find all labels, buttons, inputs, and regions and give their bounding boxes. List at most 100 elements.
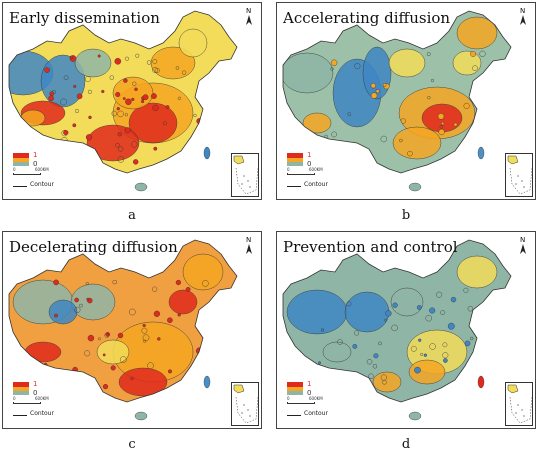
hotspot-marker	[142, 94, 149, 101]
hotspot-marker	[197, 144, 204, 151]
hotspot-marker	[410, 345, 417, 352]
hotspot-marker	[354, 330, 360, 336]
legend-swatch-low	[287, 391, 303, 395]
hotspot-marker	[141, 327, 148, 334]
hotspot-marker	[143, 339, 147, 343]
hotspot-marker	[154, 67, 160, 73]
hotspot-marker	[375, 89, 380, 94]
hotspot-marker	[111, 110, 118, 117]
legend-low-label: 0	[307, 389, 312, 397]
north-arrow-icon: N	[241, 236, 257, 256]
scale-bar: 0 600KM	[13, 167, 53, 178]
hotspot-marker	[416, 305, 422, 310]
contour-label: Contour	[304, 410, 328, 417]
north-label: N	[246, 7, 252, 15]
hotspot-marker	[101, 89, 105, 94]
south-china-sea-inset	[505, 382, 533, 426]
contour-zone	[74, 48, 112, 78]
hotspot-marker	[146, 60, 152, 65]
hotspot-marker	[116, 107, 120, 111]
panel-letter-a: a	[128, 208, 136, 223]
hotspot-marker	[372, 364, 378, 369]
hotspot-marker	[124, 127, 131, 134]
contour-legend: Contour	[287, 410, 347, 420]
map-panel-early-dissemination: Early dissemination 1 0 0 600KM Contour …	[2, 2, 262, 200]
hotspot-marker	[117, 110, 124, 118]
hotspot-marker	[85, 281, 89, 286]
hotspot-marker	[469, 336, 474, 341]
china-border	[282, 10, 512, 174]
hotspot-marker	[436, 291, 443, 298]
hotspot-marker	[129, 308, 136, 316]
hotspot-marker	[330, 67, 334, 71]
legend-swatch-low	[287, 162, 303, 166]
hotspot-marker	[373, 353, 379, 359]
hotspot-marker	[134, 87, 138, 92]
scale-end-label: 600KM	[309, 167, 323, 172]
hotspot-marker	[203, 86, 208, 91]
taiwan-island	[203, 375, 211, 389]
contour-zone	[322, 341, 352, 363]
contour-label: Contour	[30, 181, 54, 188]
china-map	[282, 239, 512, 421]
hotspot-marker	[167, 317, 173, 323]
hotspot-marker	[482, 114, 487, 119]
hotspot-marker	[153, 310, 161, 317]
hotspot-marker	[463, 102, 470, 109]
contour-zone	[456, 16, 498, 50]
hotspot-marker	[124, 113, 128, 117]
hotspot-marker	[468, 368, 472, 372]
contour-zone	[86, 124, 140, 162]
contour-zone	[96, 339, 130, 365]
map-legend: 1 0 0 600KM Contour	[13, 380, 73, 426]
china-border	[282, 239, 512, 403]
hotspot-marker	[114, 58, 122, 65]
panel-title: Prevention and control	[283, 238, 458, 256]
hotspot-marker	[423, 353, 427, 357]
hotspot-marker	[193, 113, 197, 118]
north-arrow-icon: N	[241, 7, 257, 27]
contour-zone	[302, 112, 332, 134]
taiwan-island	[477, 375, 485, 389]
scale-bar: 0 600KM	[287, 167, 327, 178]
north-arrow-icon: N	[515, 7, 531, 27]
hotspot-marker	[330, 59, 338, 66]
hotspot-marker	[117, 146, 124, 152]
legend-swatch-high	[13, 153, 29, 158]
map-legend: 1 0 0 600KM Contour	[287, 380, 347, 426]
hainan-island	[408, 411, 422, 421]
scale-start-label: 0	[13, 167, 16, 172]
contour-line-symbol	[13, 186, 27, 187]
north-arrow-icon: N	[515, 236, 531, 256]
scale-bar-line	[287, 173, 315, 175]
hotspot-marker	[76, 93, 83, 100]
hotspot-marker	[335, 148, 340, 153]
hotspot-marker	[426, 52, 431, 56]
legend-high-label: 1	[33, 380, 38, 388]
hotspot-marker	[479, 50, 486, 57]
hotspot-marker	[152, 286, 158, 292]
hotspot-marker	[352, 344, 358, 349]
hotspot-marker	[142, 323, 146, 328]
hotspot-marker	[48, 95, 54, 102]
hotspot-marker	[472, 65, 478, 71]
hotspot-marker	[69, 55, 77, 62]
hotspot-marker	[205, 362, 209, 366]
hotspot-marker	[117, 332, 124, 339]
hotspot-marker	[132, 159, 139, 165]
scale-end-label: 600KM	[35, 167, 49, 172]
hotspot-marker	[85, 134, 93, 141]
hotspot-marker	[81, 147, 86, 153]
hotspot-marker	[112, 279, 117, 285]
hotspot-marker	[132, 81, 137, 86]
hotspot-marker	[347, 112, 352, 116]
hotspot-marker	[157, 337, 161, 341]
hotspot-marker	[201, 280, 209, 287]
contour-zone	[118, 367, 168, 397]
hotspot-marker	[414, 366, 421, 374]
legend-high-label: 1	[307, 380, 312, 388]
hotspot-marker	[87, 334, 95, 342]
hotspot-marker	[385, 310, 392, 317]
contour-zone	[456, 255, 498, 289]
taiwan-island	[477, 146, 485, 160]
